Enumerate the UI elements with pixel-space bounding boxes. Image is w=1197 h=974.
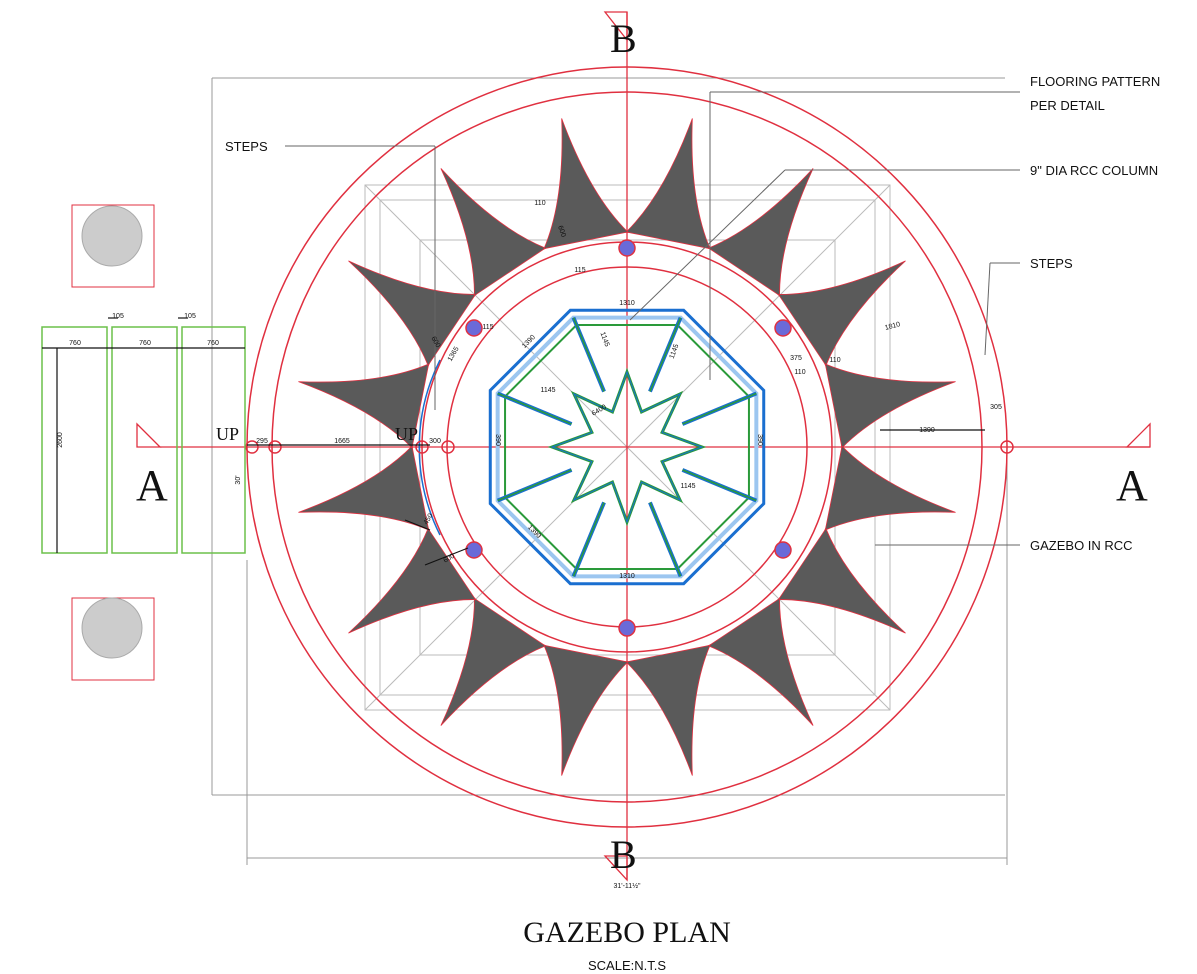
dimension: 300 [429,438,441,445]
dimension: 115 [482,324,493,331]
dimension: 760 [69,340,81,347]
column [619,240,635,256]
section-label: A [136,461,168,510]
dimension: 1145 [680,483,695,490]
dimension: 105 [184,313,196,320]
callout: 9" DIA RCC COLUMN [1030,163,1158,178]
dimension: 760 [139,340,151,347]
dimension: 110 [534,200,545,207]
dimension: 1310 [619,573,635,580]
dimension: 760 [207,340,219,347]
column [619,620,635,636]
dimension: 110 [829,357,840,364]
callout: GAZEBO IN RCC [1030,538,1133,553]
overall-height: 30' [235,475,242,484]
column [466,320,482,336]
gazebo-plan: B B A A FLOORING PATTERN PER DETAIL 9" D… [0,0,1197,974]
column [466,542,482,558]
callout: STEPS [225,139,268,154]
dimension: 390 [756,434,763,446]
dimension: 1310 [619,300,635,307]
up-label: UP [395,424,418,444]
dimension: 375 [790,355,802,362]
dimension: 2600 [57,432,64,448]
dimension: 1145 [540,387,555,394]
drawing-title: GAZEBO PLAN [523,916,731,949]
dimension: 1390 [919,427,935,434]
column [775,320,791,336]
up-label: UP [216,424,239,444]
section-label: B [610,832,637,877]
dimension: 1665 [334,438,350,445]
dimension: 305 [990,404,1002,411]
dimension: 105 [112,313,124,320]
dimension: 115 [574,267,585,274]
overall-width: 31'-11½" [613,882,641,890]
callout: PER DETAIL [1030,98,1105,113]
section-label: B [610,16,637,61]
section-label: A [1116,461,1148,510]
dimension: 110 [794,369,805,376]
callout: FLOORING PATTERN [1030,74,1160,89]
dimension: 295 [256,438,268,445]
dimension: 390 [494,434,501,446]
scale-note: SCALE:N.T.S [588,958,666,973]
column [775,542,791,558]
callout: STEPS [1030,256,1073,271]
